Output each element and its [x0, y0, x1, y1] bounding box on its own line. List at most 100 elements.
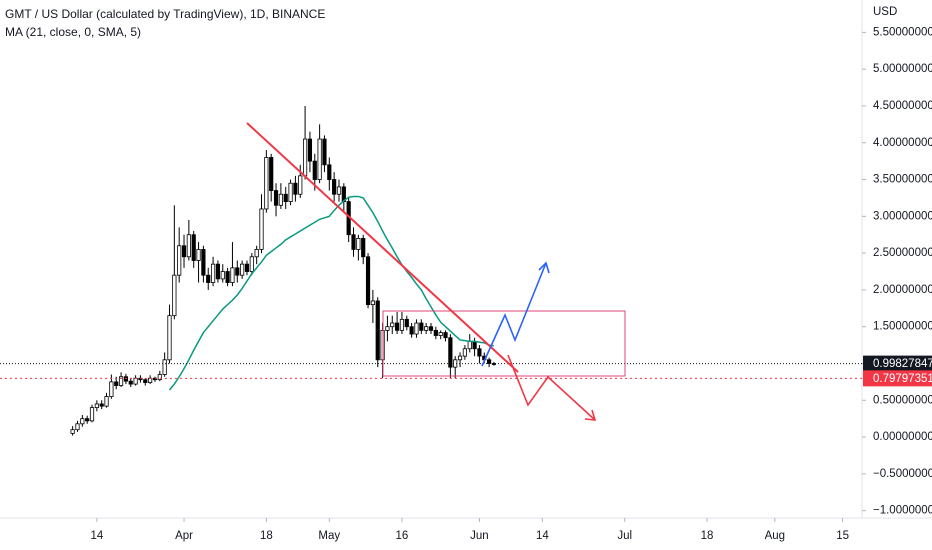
candle-body — [467, 341, 472, 350]
x-tick-label: 18 — [701, 530, 714, 542]
candle-body — [114, 381, 119, 386]
candle-body — [70, 429, 75, 434]
y-tick-label: 0.50000000 — [873, 394, 932, 406]
candle-body — [302, 138, 308, 177]
candle-body — [240, 263, 245, 276]
currency-label: USD — [873, 6, 897, 18]
candle-body — [273, 190, 279, 206]
candle-body — [419, 322, 424, 331]
drawings — [246, 122, 626, 421]
candle-body — [457, 355, 463, 361]
candle-body — [215, 263, 221, 280]
candle-body — [327, 164, 332, 180]
candle-body — [157, 374, 162, 381]
candle-body — [259, 208, 264, 250]
candle-body — [443, 332, 448, 339]
candle-body — [191, 234, 196, 261]
x-tick-label: 14 — [90, 530, 103, 542]
candle-body — [322, 138, 327, 166]
price-label-box — [863, 355, 932, 372]
candle-body — [152, 377, 158, 381]
candle-body — [206, 274, 211, 283]
candle-body — [148, 377, 153, 384]
trend-line — [246, 122, 519, 373]
candle-body — [487, 359, 492, 364]
candle-body — [167, 315, 172, 361]
x-tick-label: 18 — [260, 530, 273, 542]
chart-title: GMT / US Dollar (calculated by TradingVi… — [5, 7, 325, 21]
candle-body — [395, 322, 400, 331]
candle-body — [399, 318, 405, 331]
candle-body — [472, 341, 477, 350]
y-tick-label: −1.00000000 — [873, 505, 932, 517]
candle-body — [288, 182, 293, 203]
price-label-box — [863, 370, 932, 387]
candle-body — [89, 407, 95, 422]
candle-body — [85, 418, 90, 422]
candle-body — [312, 160, 317, 180]
candle-body — [433, 329, 438, 336]
candle-body — [269, 157, 274, 191]
bull-path — [481, 262, 547, 367]
x-tick-label: Jul — [617, 530, 632, 542]
candle-body — [448, 337, 453, 368]
candle-body — [462, 348, 467, 357]
bear-arrow-head — [584, 409, 597, 421]
y-tick-label: 3.50000000 — [873, 174, 932, 186]
candle-body — [162, 359, 167, 375]
candle-body — [409, 326, 414, 335]
candle-body — [332, 179, 337, 195]
candle-body — [94, 403, 99, 409]
candle-body — [235, 267, 240, 276]
candle-body — [428, 326, 434, 331]
candle-body — [365, 256, 371, 306]
y-tick-label: 0.00000000 — [873, 431, 932, 443]
candle-body — [477, 348, 482, 357]
candle-body — [351, 234, 356, 250]
candle-body — [370, 300, 375, 306]
candle-body — [118, 376, 124, 386]
y-tick-label: 2.00000000 — [873, 284, 932, 296]
candle-body — [99, 403, 104, 407]
candle-body — [438, 332, 443, 336]
candle-body — [404, 318, 409, 328]
candle-body — [307, 138, 313, 162]
x-tick-label: 16 — [396, 530, 409, 542]
candle-body — [133, 377, 138, 385]
candle-body — [390, 322, 395, 328]
y-tick-label: 1.50000000 — [873, 321, 932, 333]
candle-body — [375, 300, 380, 361]
x-tick-label: Jun — [470, 530, 489, 542]
candle-body — [356, 237, 361, 250]
candle-body — [278, 193, 283, 206]
candle-body — [196, 249, 201, 261]
x-tick-label: May — [318, 530, 340, 542]
candle-body — [317, 138, 322, 180]
candle-body — [264, 157, 269, 210]
candle-body — [361, 237, 366, 258]
y-tick-label: 3.00000000 — [873, 210, 932, 222]
candle-body — [128, 380, 133, 385]
x-tick-label: Apr — [175, 530, 193, 542]
candle-body — [172, 274, 177, 317]
bear-path — [507, 354, 596, 421]
candle-body — [424, 326, 429, 331]
candle-body — [336, 186, 342, 195]
price-label: 0.79797351 — [873, 373, 932, 385]
candle-body — [75, 423, 80, 431]
candle-body — [414, 322, 419, 335]
candle-body — [283, 193, 288, 203]
price-label: 0.99827847 — [873, 358, 932, 370]
candle-body — [123, 376, 129, 382]
y-tick-label: 2.50000000 — [873, 247, 932, 259]
candle-body — [225, 271, 230, 283]
candle-body — [385, 326, 390, 331]
indicator-label: MA (21, close, 0, SMA, 5) — [5, 25, 141, 39]
candle-body — [254, 249, 259, 258]
y-tick-label: −0.50000000 — [873, 468, 932, 480]
candles — [70, 105, 497, 436]
y-tick-label: 5.00000000 — [873, 63, 932, 75]
candle-body — [298, 175, 303, 195]
x-tick-label: 14 — [536, 530, 549, 542]
